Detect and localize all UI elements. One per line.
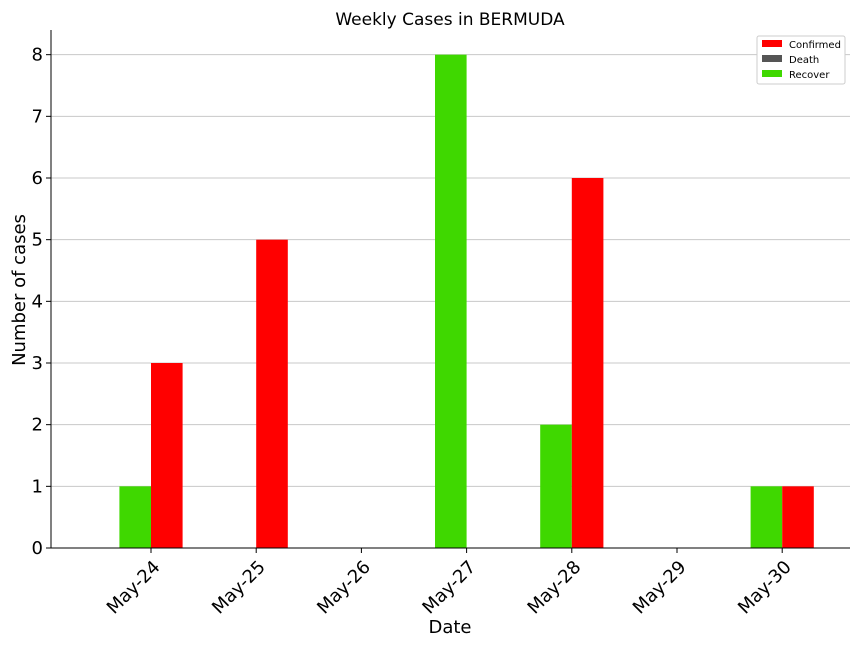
x-tick-label: May-25: [208, 557, 270, 619]
bar-recover: [119, 486, 151, 548]
bar-recover: [750, 486, 783, 548]
x-ticks: May-24 May-25 May-26 May-27 May-28 May-29 May-…: [103, 548, 796, 618]
x-tick-label: May-29: [629, 557, 691, 619]
legend-swatch-death: [762, 55, 782, 62]
legend-label-recover: Recover: [789, 70, 830, 81]
y-ticks: 0 1 2 3 4 5 6 7 8: [32, 45, 51, 559]
y-tick-label: 8: [32, 45, 43, 66]
legend-label-death: Death: [789, 55, 819, 66]
x-tick-label: May-30: [734, 557, 796, 619]
legend-swatch-recover: [762, 70, 782, 77]
x-tick-label: May-24: [103, 557, 165, 619]
y-tick-label: 4: [32, 291, 43, 312]
bar-confirmed: [151, 363, 183, 548]
bar-confirmed: [571, 178, 604, 548]
bar-confirmed: [782, 486, 814, 548]
legend-label-confirmed: Confirmed: [789, 40, 841, 51]
bar-recover: [540, 424, 572, 548]
y-tick-label: 0: [32, 538, 43, 559]
y-tick-label: 3: [32, 353, 43, 374]
chart-title: Weekly Cases in BERMUDA: [335, 10, 565, 30]
bar-confirmed: [256, 239, 288, 548]
y-axis-title: Number of cases: [9, 214, 30, 366]
y-tick-label: 7: [32, 106, 43, 127]
y-tick-label: 2: [32, 415, 43, 436]
x-tick-label: May-28: [524, 557, 586, 619]
x-tick-label: May-27: [418, 557, 480, 619]
legend-swatch-confirmed: [762, 40, 782, 47]
y-tick-label: 1: [32, 476, 43, 497]
x-tick-label: May-26: [313, 557, 375, 619]
bar-recover: [435, 54, 467, 549]
legend: Confirmed Death Recover: [756, 35, 846, 85]
bars: [119, 54, 814, 549]
x-axis-title: Date: [428, 617, 471, 638]
y-tick-label: 5: [32, 230, 43, 251]
y-tick-label: 6: [32, 168, 43, 189]
